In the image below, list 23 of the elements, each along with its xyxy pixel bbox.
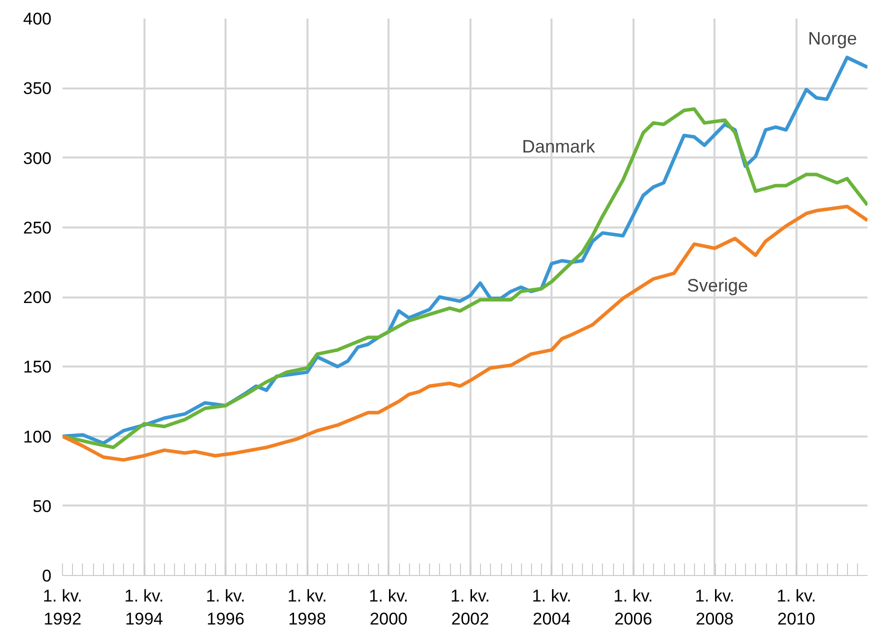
y-tick-label: 300 — [23, 148, 52, 168]
annotation: Danmark — [522, 136, 596, 156]
annotation: Sverige — [686, 276, 748, 296]
y-tick-label: 0 — [42, 566, 52, 586]
y-tick-label: 100 — [23, 427, 52, 446]
x-tick-label: 1. kv. 2004 — [532, 586, 572, 628]
x-tick-label: 1. kv. 1996 — [206, 586, 246, 628]
x-tick-label: 1. kv. 1998 — [287, 586, 327, 628]
x-tick-label: 1. kv. 2010 — [776, 586, 816, 628]
y-tick-label: 50 — [32, 496, 52, 516]
x-tick-label: 1. kv. 1994 — [124, 586, 164, 628]
x-tick-label: 1. kv. 2000 — [368, 586, 408, 628]
y-tick-label: 400 — [23, 10, 52, 28]
annotation: Norge — [808, 28, 858, 48]
x-tick-label: 1. kv. 1992 — [42, 586, 82, 628]
y-tick-label: 150 — [23, 358, 52, 377]
line-series — [62, 204, 868, 462]
x-tick-label: 1. kv. 2002 — [450, 586, 490, 628]
y-tick-label: 200 — [23, 288, 52, 307]
y-tick-label: 350 — [23, 79, 52, 98]
y-tick-label: 250 — [23, 218, 52, 238]
x-tick-label: 1. kv. 2006 — [614, 586, 653, 628]
x-tick-label: 1. kv. 2008 — [695, 586, 734, 628]
